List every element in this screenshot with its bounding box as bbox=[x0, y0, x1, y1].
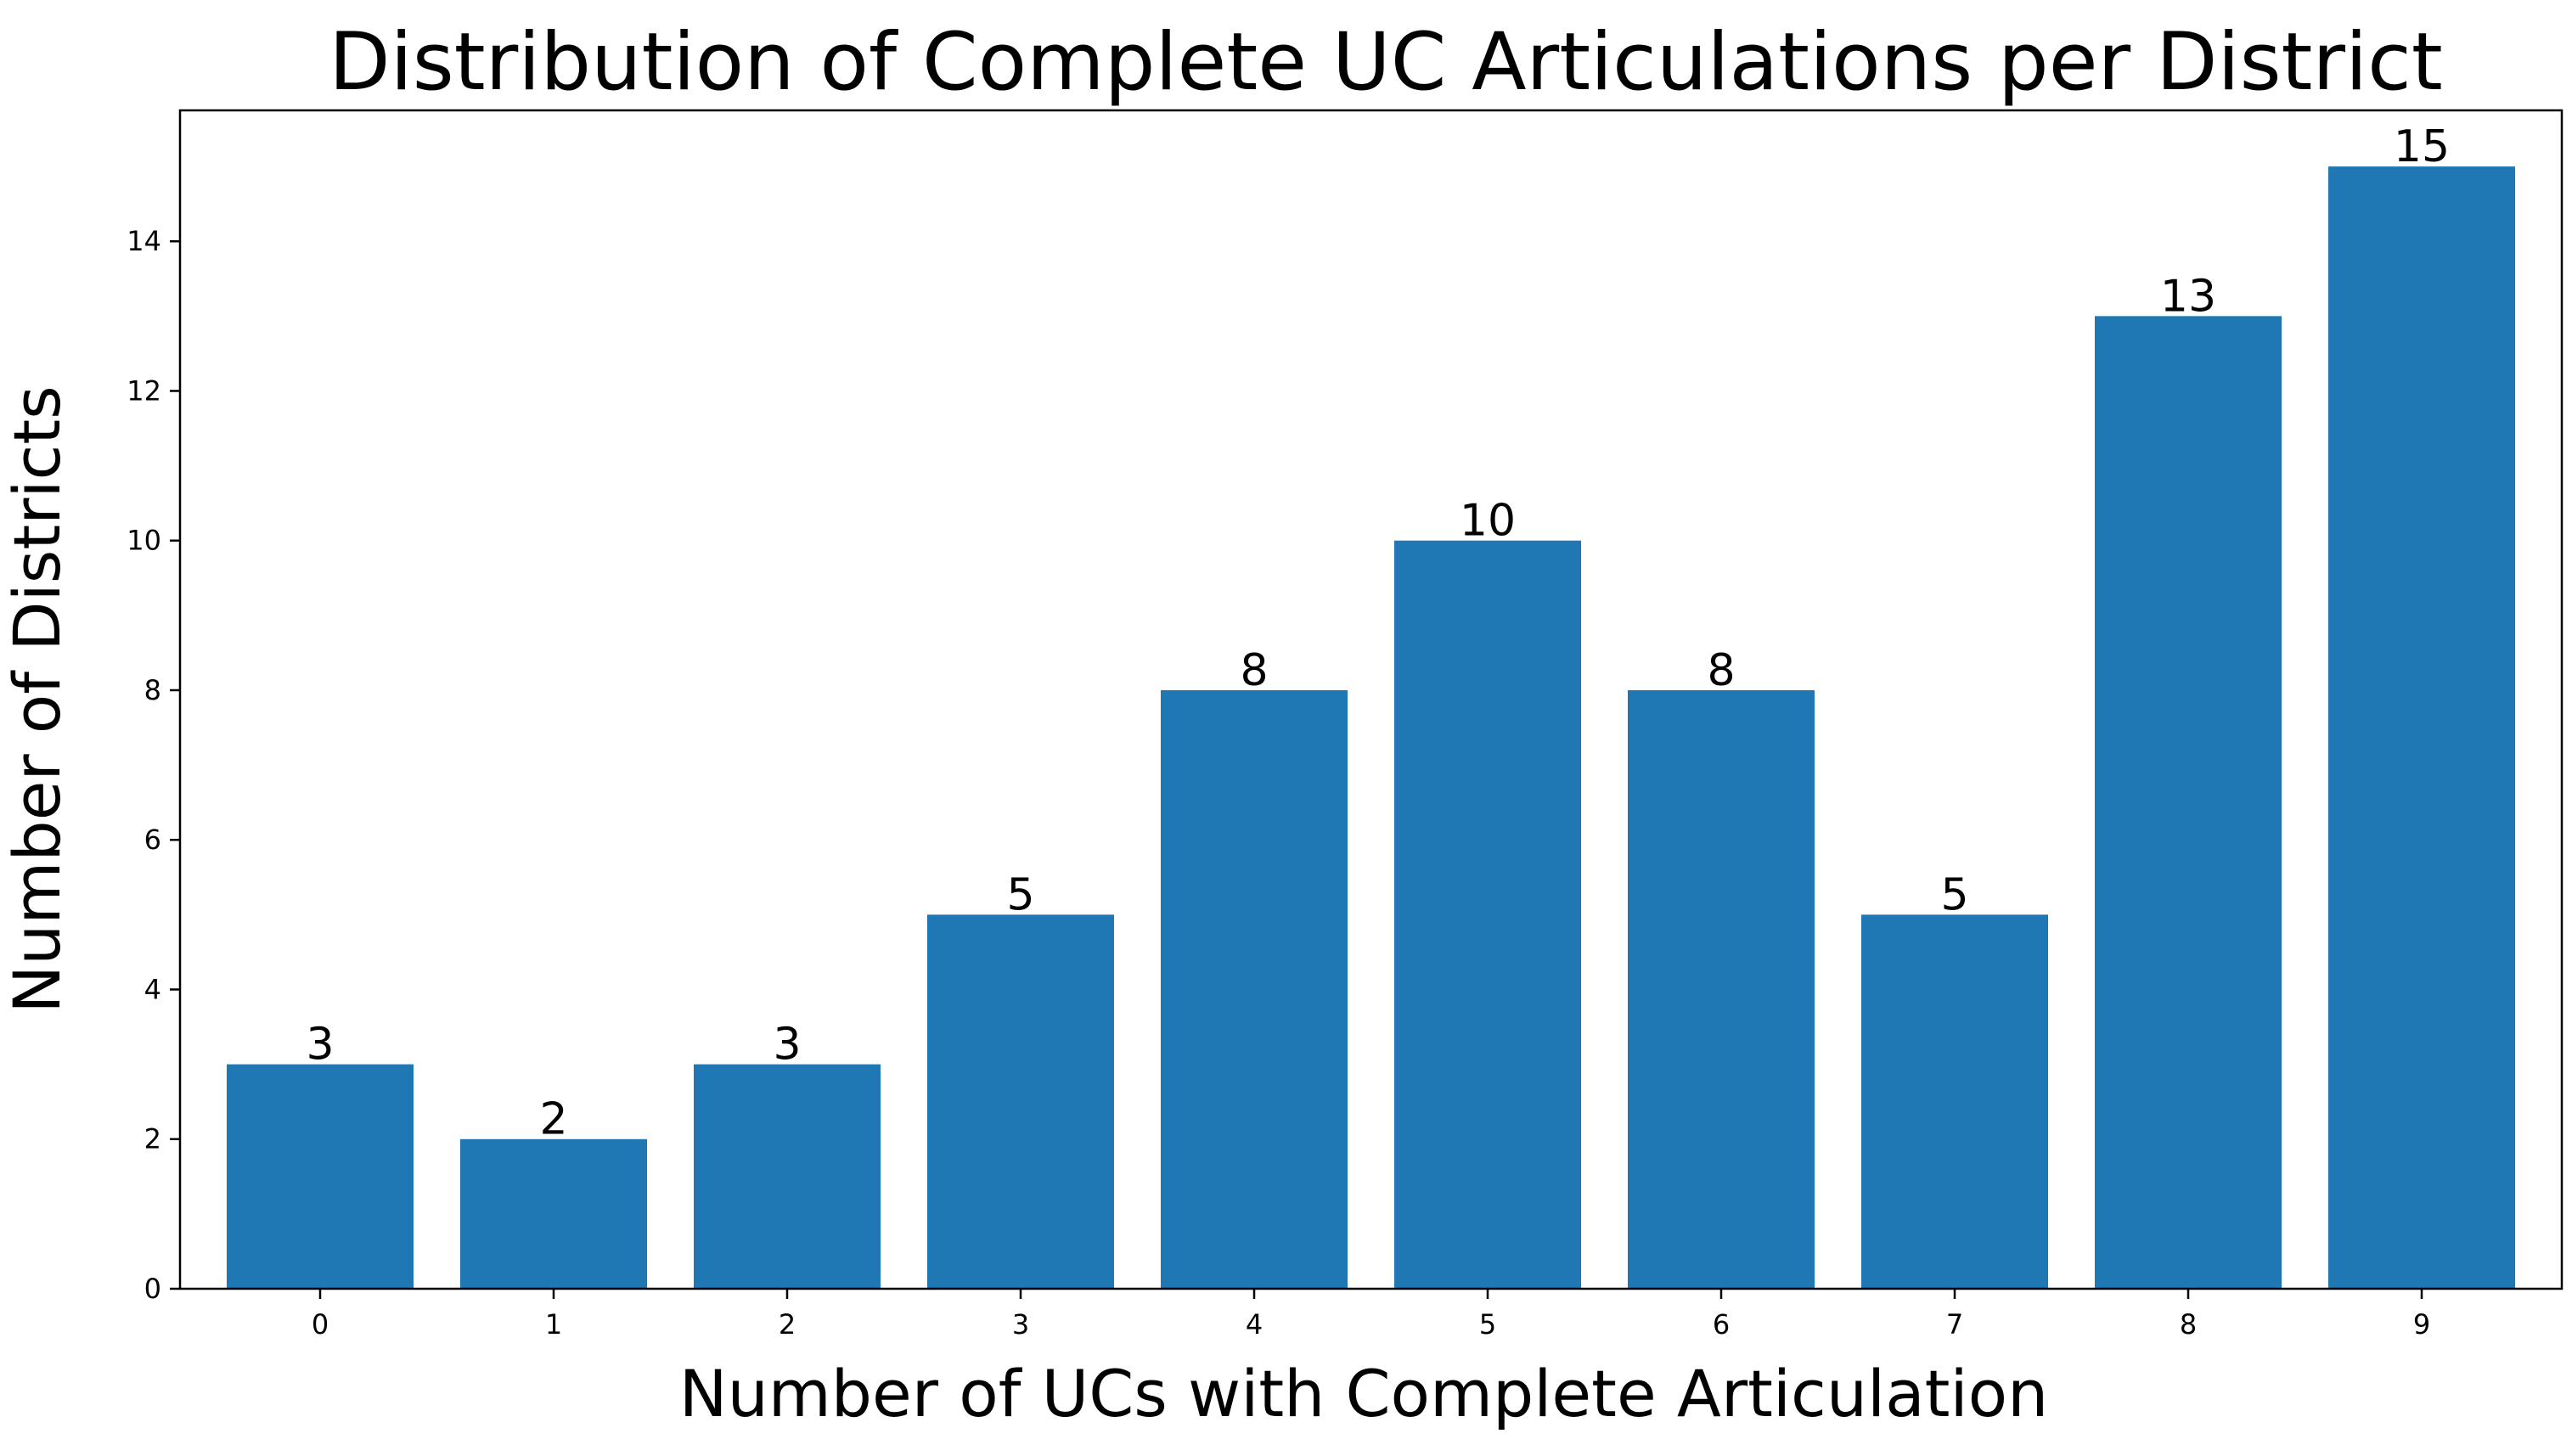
bar-9 bbox=[2328, 166, 2515, 1290]
x-tick-label: 1 bbox=[545, 1308, 562, 1341]
x-tick-label: 2 bbox=[779, 1308, 796, 1341]
chart-title: Distribution of Complete UC Articulation… bbox=[329, 16, 2442, 109]
bar-value-label: 15 bbox=[2394, 121, 2450, 172]
bar-8 bbox=[2095, 316, 2282, 1289]
bar-value-label: 8 bbox=[1707, 645, 1735, 696]
y-tick-label: 10 bbox=[127, 525, 161, 557]
bar-value-label: 10 bbox=[1460, 496, 1516, 547]
bar-value-label: 3 bbox=[306, 1020, 334, 1071]
x-tick-label: 6 bbox=[1713, 1308, 1730, 1341]
bar-1 bbox=[460, 1138, 647, 1289]
x-tick-label: 9 bbox=[2413, 1308, 2430, 1341]
y-axis-ticks: 0 2 4 6 8 10 12 14 bbox=[127, 225, 180, 1305]
x-tick-label: 8 bbox=[2180, 1308, 2197, 1341]
bars-group bbox=[227, 166, 2515, 1290]
bar-value-label: 13 bbox=[2160, 271, 2216, 322]
x-axis-ticks: 0 1 2 3 4 5 6 7 8 9 bbox=[312, 1289, 2430, 1341]
bar-3 bbox=[927, 914, 1114, 1289]
x-tick-label: 5 bbox=[1479, 1308, 1496, 1341]
y-tick-label: 2 bbox=[144, 1123, 161, 1155]
bar-value-labels: 3 2 3 5 8 10 8 5 13 15 bbox=[306, 121, 2450, 1145]
x-axis-label: Number of UCs with Complete Articulation bbox=[679, 1356, 2049, 1431]
bar-value-label: 5 bbox=[1940, 869, 1968, 920]
y-axis-label: Number of Districts bbox=[0, 385, 75, 1013]
bar-4 bbox=[1161, 689, 1348, 1289]
y-tick-label: 14 bbox=[127, 225, 161, 257]
bar-value-label: 2 bbox=[539, 1094, 567, 1145]
x-tick-label: 3 bbox=[1012, 1308, 1029, 1341]
y-tick-label: 8 bbox=[144, 674, 161, 706]
bar-7 bbox=[1861, 914, 2048, 1289]
bar-6 bbox=[1628, 689, 1815, 1289]
y-tick-label: 12 bbox=[127, 374, 161, 407]
x-tick-label: 7 bbox=[1946, 1308, 1963, 1341]
bar-value-label: 5 bbox=[1006, 869, 1034, 920]
x-tick-label: 0 bbox=[312, 1308, 329, 1341]
bar-value-label: 8 bbox=[1240, 645, 1268, 696]
plot-area-frame bbox=[178, 109, 2564, 1290]
bar-value-label: 3 bbox=[773, 1020, 801, 1071]
x-tick-label: 4 bbox=[1246, 1308, 1263, 1341]
bar-0 bbox=[227, 1064, 414, 1289]
bar-5 bbox=[1394, 540, 1581, 1289]
y-tick-label: 6 bbox=[144, 824, 161, 856]
y-tick-label: 4 bbox=[144, 973, 161, 1005]
y-tick-label: 0 bbox=[144, 1273, 161, 1305]
bar-2 bbox=[694, 1064, 881, 1289]
